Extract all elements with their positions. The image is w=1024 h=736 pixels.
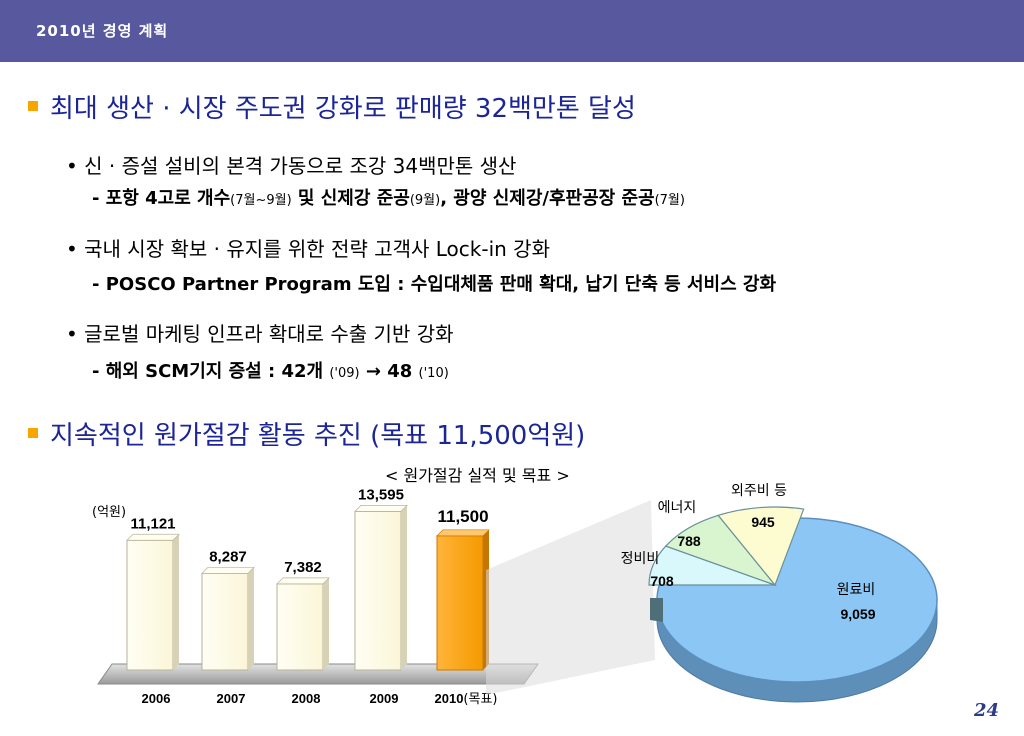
page-number: 24 <box>974 700 1000 721</box>
pie-slice-외주비 등 <box>717 506 805 587</box>
bar-value-label: 11,121 <box>130 515 175 532</box>
pie-chart: 원료비 9,059 정비비 708 에너지 788 외주비 등 945 <box>486 483 938 703</box>
pie-value-label: 9,059 <box>840 606 875 622</box>
bar-2007 <box>201 566 255 671</box>
section-1-title: 최대 생산 · 시장 주도권 강화로 판매량 32백만톤 달성 <box>50 94 636 124</box>
bullet-2-sub: - POSCO Partner Program 도입 : 수입대체품 판매 확대… <box>92 274 777 295</box>
section-1-heading: 최대 생산 · 시장 주도권 강화로 판매량 32백만톤 달성 <box>28 88 636 125</box>
header-bar: 2010년 경영 계획 <box>0 0 1024 62</box>
bar-chart: (억원) 11,121 2006 8,287 2007 7,382 2008 13,595 20… <box>92 486 539 707</box>
bar-category-label: 2007 <box>217 691 246 706</box>
bar-category-label: 2010(목표) <box>435 691 498 707</box>
bullet-2: • 국내 시장 확보 · 유지를 위한 전략 고객사 Lock-in 강화 <box>66 237 550 261</box>
bullet-1-sub: - 포항 4고로 개수(7월~9월) 및 신제강 준공(9월), 광양 신제강/… <box>92 188 685 209</box>
bar-2009 <box>354 505 408 671</box>
pie-label: 원료비 <box>837 582 876 598</box>
section-2-heading: 지속적인 원가절감 활동 추진 (목표 11,500억원) <box>28 415 585 452</box>
pie-value-label: 945 <box>751 514 775 530</box>
chart-title: < 원가절감 실적 및 목표 > <box>385 466 570 485</box>
section-2-title: 지속적인 원가절감 활동 추진 (목표 11,500억원) <box>50 421 586 451</box>
bar-category-label: 2009 <box>370 691 399 706</box>
bar-value-label: 8,287 <box>209 548 247 565</box>
bullet-3-sub: - 해외 SCM기지 증설 : 42개 ('09) → 48 ('10) <box>92 361 449 382</box>
bullet-3: • 글로벌 마케팅 인프라 확대로 수출 기반 강화 <box>66 322 454 346</box>
bar-value-label: 13,595 <box>358 486 404 503</box>
square-bullet-icon <box>28 427 38 438</box>
pie-label: 외주비 등 <box>731 483 787 499</box>
pie-label: 에너지 <box>658 500 697 516</box>
page-header-title: 2010년 경영 계획 <box>36 22 169 40</box>
pie-side-small <box>650 598 663 622</box>
pie-label: 정비비 <box>621 551 660 567</box>
bar-category-label: 2008 <box>292 691 321 706</box>
bar-2006 <box>126 533 180 671</box>
bar-value-label: 11,500 <box>437 507 488 526</box>
pie-value-label: 788 <box>677 533 701 549</box>
bar-unit-label: (억원) <box>92 505 126 520</box>
square-bullet-icon <box>28 100 38 111</box>
bullet-1: • 신 · 증설 설비의 본격 가동으로 조강 34백만톤 생산 <box>66 154 517 178</box>
bar-value-label: 7,382 <box>284 559 322 576</box>
bar-to-pie-connector <box>486 500 655 695</box>
bar-2008 <box>276 577 330 671</box>
pie-value-label: 708 <box>650 573 674 589</box>
bar-category-label: 2006 <box>142 691 171 706</box>
